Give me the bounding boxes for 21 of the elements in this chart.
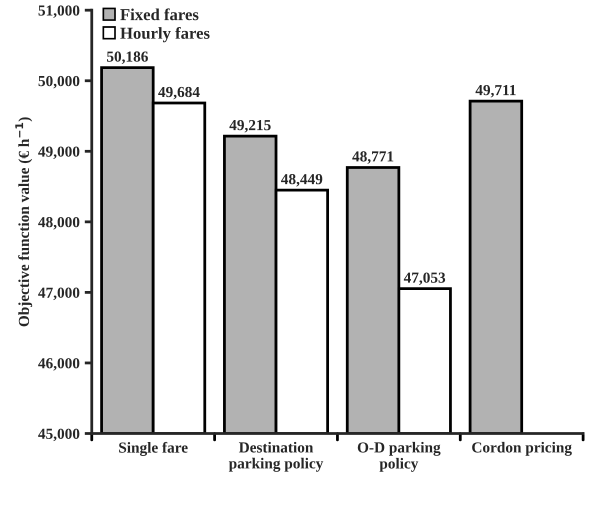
y-tick-label: 48,000: [38, 216, 80, 230]
y-tick-label: 45,000: [38, 428, 80, 442]
data-label: 48,449: [281, 174, 322, 187]
legend-label: Hourly fares: [120, 26, 210, 42]
data-label: 47,053: [404, 272, 446, 285]
data-label: 48,771: [352, 151, 394, 164]
y-axis-title: Objective function value (€ h$^{−1}$): [15, 117, 32, 326]
x-tick-label: Destination parking policy: [228, 442, 324, 472]
data-label: 49,711: [476, 84, 516, 98]
data-label: 49,215: [229, 120, 271, 132]
x-tick-label: Single fare: [119, 442, 188, 456]
y-tick-label: 46,000: [38, 358, 80, 371]
y-tick-label: 49,000: [38, 146, 80, 159]
y-tick-label: 47,000: [38, 288, 80, 300]
data-label: 50,186: [106, 51, 148, 64]
y-tick-label: 51,000: [38, 5, 80, 18]
x-tick-label: Cordon pricing: [472, 442, 572, 456]
y-tick-label: 50,000: [38, 76, 80, 88]
legend-label: Fixed fares: [120, 8, 198, 20]
x-tick-label: O-D parking policy: [358, 442, 441, 472]
data-label: 49,684: [158, 86, 200, 100]
